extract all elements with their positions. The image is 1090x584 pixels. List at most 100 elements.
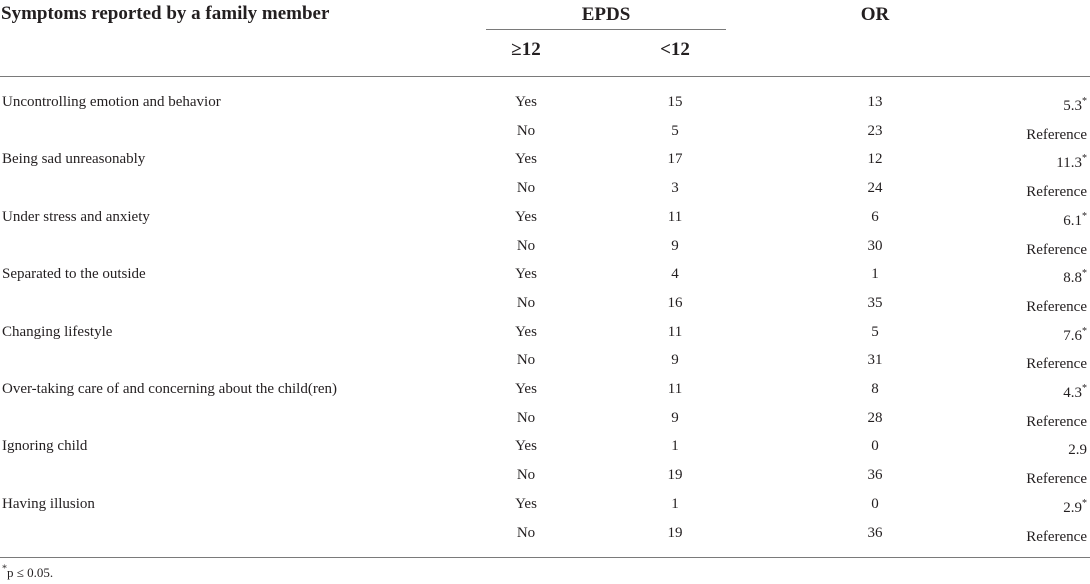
epds-ge12-cell: 16 — [667, 294, 683, 311]
footnote: *p ≤ 0.05. — [2, 563, 54, 581]
header-rule — [0, 76, 1090, 77]
odds-ratio-value: Reference — [1026, 356, 1087, 373]
symptom-cell: Uncontrolling emotion and behavior — [2, 94, 221, 110]
odds-ratio-value: Reference — [1026, 241, 1087, 258]
epds-subheader-rule — [486, 29, 726, 30]
answer-cell: No — [516, 352, 536, 369]
header-or: OR — [860, 4, 890, 25]
epds-ge12-cell: 15 — [667, 94, 683, 110]
epds-lt12-cell: 12 — [867, 151, 883, 168]
bottom-rule — [0, 557, 1090, 558]
epds-lt12-cell: 23 — [867, 122, 883, 139]
odds-ratio-cell: Reference — [1026, 524, 1087, 546]
answer-cell: No — [516, 180, 536, 197]
table-row: Having illusion Yes 1 0 2.9* — [0, 490, 1090, 518]
epds-ge12-cell: 11 — [667, 323, 683, 340]
odds-ratio-cell: Reference — [1026, 409, 1087, 431]
odds-ratio-value: Reference — [1026, 528, 1087, 545]
footnote-mark: * — [2, 563, 7, 575]
epds-ge12-cell: 5 — [671, 122, 679, 139]
odds-ratio-value: Reference — [1026, 298, 1087, 315]
answer-cell: Yes — [515, 94, 537, 110]
odds-ratio-cell: Reference — [1026, 351, 1087, 373]
epds-lt12-cell: 24 — [867, 180, 883, 197]
symptom-cell: Over-taking care of and concerning about… — [2, 381, 337, 397]
table-row: No 5 23 Reference — [0, 117, 1090, 145]
answer-cell: Yes — [515, 438, 537, 455]
epds-ge12-cell: 19 — [667, 524, 683, 541]
odds-ratio-value: 6.1 — [1063, 212, 1082, 229]
odds-ratio-value: 11.3 — [1056, 155, 1082, 172]
epds-ge12-cell: 4 — [671, 266, 679, 283]
significance-mark: * — [1082, 153, 1087, 165]
answer-cell: No — [516, 237, 536, 254]
header-epds-lt12: <12 — [660, 39, 690, 60]
symptom-cell: Being sad unreasonably — [2, 151, 146, 168]
table-row: Being sad unreasonably Yes 17 12 11.3* — [0, 145, 1090, 173]
answer-cell: Yes — [515, 208, 537, 225]
odds-ratio-cell: 7.6* — [1063, 323, 1087, 345]
table-row: Separated to the outside Yes 4 1 8.8* — [0, 260, 1090, 288]
header-epds-ge12: ≥12 — [511, 39, 541, 60]
epds-lt12-cell: 5 — [871, 323, 879, 340]
odds-ratio-value: Reference — [1026, 184, 1087, 201]
odds-ratio-cell: Reference — [1026, 294, 1087, 316]
odds-ratio-cell: 2.9 — [1068, 437, 1087, 459]
epds-ge12-cell: 1 — [671, 438, 679, 455]
odds-ratio-value: 5.3 — [1063, 98, 1082, 114]
odds-ratio-value: Reference — [1026, 471, 1087, 488]
epds-ge12-cell: 9 — [671, 352, 679, 369]
epds-lt12-cell: 30 — [867, 237, 883, 254]
significance-mark: * — [1082, 96, 1087, 107]
odds-ratio-cell: 2.9* — [1063, 495, 1087, 517]
odds-ratio-cell: 11.3* — [1056, 150, 1087, 172]
epds-ge12-cell: 9 — [671, 237, 679, 254]
significance-mark: * — [1082, 210, 1087, 222]
epds-lt12-cell: 8 — [871, 381, 879, 397]
odds-ratio-value: Reference — [1026, 126, 1087, 143]
answer-cell: No — [516, 409, 536, 426]
significance-mark: * — [1082, 325, 1087, 337]
odds-ratio-value: 2.9 — [1063, 499, 1082, 516]
symptom-cell: Under stress and anxiety — [2, 208, 150, 225]
odds-ratio-value: 8.8 — [1063, 270, 1082, 287]
symptom-cell: Ignoring child — [2, 438, 88, 455]
table-row: No 19 36 Reference — [0, 461, 1090, 489]
epds-ge12-cell: 1 — [671, 495, 679, 512]
odds-ratio-cell: 6.1* — [1063, 208, 1087, 230]
symptom-cell: Separated to the outside — [2, 266, 146, 283]
odds-ratio-value: 2.9 — [1068, 442, 1087, 459]
table-row: No 9 28 Reference — [0, 404, 1090, 432]
epds-lt12-cell: 36 — [867, 524, 883, 541]
header-symptoms: Symptoms reported by a family member — [1, 3, 330, 24]
footnote-text: p ≤ 0.05. — [7, 565, 54, 580]
epds-ge12-cell: 19 — [667, 467, 683, 484]
table-row: Under stress and anxiety Yes 11 6 6.1* — [0, 203, 1090, 231]
table-row: Changing lifestyle Yes 11 5 7.6* — [0, 318, 1090, 346]
epds-lt12-cell: 35 — [867, 294, 883, 311]
epds-lt12-cell: 31 — [867, 352, 883, 369]
table-row: No 3 24 Reference — [0, 174, 1090, 202]
answer-cell: Yes — [515, 323, 537, 340]
epds-ge12-cell: 11 — [667, 208, 683, 225]
table-row: Uncontrolling emotion and behavior Yes 15 1… — [0, 88, 1090, 116]
significance-mark: * — [1082, 497, 1087, 509]
answer-cell: No — [516, 524, 536, 541]
odds-ratio-value: 7.6 — [1063, 327, 1082, 344]
table-row: No 9 30 Reference — [0, 232, 1090, 260]
epds-lt12-cell: 1 — [871, 266, 879, 283]
epds-lt12-cell: 0 — [871, 495, 879, 512]
odds-ratio-cell: Reference — [1026, 237, 1087, 259]
odds-ratio-cell: Reference — [1026, 179, 1087, 201]
epds-lt12-cell: 13 — [867, 94, 883, 110]
odds-ratio-cell: 4.3* — [1063, 380, 1087, 402]
symptom-cell: Changing lifestyle — [2, 323, 113, 340]
answer-cell: No — [516, 467, 536, 484]
table-row: No 16 35 Reference — [0, 289, 1090, 317]
odds-ratio-cell: 5.3* — [1063, 93, 1087, 115]
table-row: Ignoring child Yes 1 0 2.9 — [0, 432, 1090, 460]
significance-mark: * — [1082, 268, 1087, 280]
table-row: No 19 36 Reference — [0, 519, 1090, 547]
odds-ratio-cell: Reference — [1026, 122, 1087, 144]
significance-mark: * — [1082, 383, 1087, 394]
